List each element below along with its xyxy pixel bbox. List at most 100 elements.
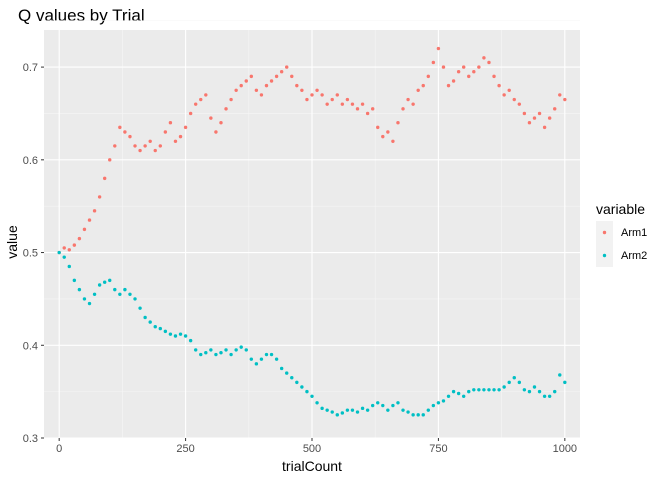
data-point-arm1: [153, 148, 157, 153]
data-point-arm1: [173, 139, 178, 143]
x-tick-label: 500: [303, 443, 321, 455]
data-point-arm2: [517, 380, 522, 385]
data-point-arm1: [97, 195, 102, 199]
data-point-arm2: [461, 394, 466, 398]
data-point-arm1: [370, 107, 375, 111]
data-point-arm2: [507, 380, 511, 385]
data-point-arm2: [153, 325, 157, 329]
data-point-arm2: [446, 394, 451, 398]
data-point-arm2: [204, 350, 208, 355]
legend-marker-arm2: [602, 253, 607, 258]
data-point-arm2: [553, 389, 557, 394]
data-point-arm1: [396, 121, 400, 125]
legend-label-arm2: Arm2: [621, 250, 647, 262]
data-point-arm1: [487, 60, 491, 65]
data-point-arm2: [360, 406, 365, 411]
data-point-arm1: [295, 83, 299, 88]
data-point-arm1: [558, 93, 562, 97]
data-point-arm1: [87, 218, 92, 222]
data-point-arm2: [340, 411, 345, 415]
data-point-arm2: [467, 389, 471, 394]
data-point-arm2: [441, 399, 446, 403]
data-point-arm2: [416, 413, 420, 417]
data-point-arm2: [138, 306, 142, 310]
data-point-arm1: [193, 102, 198, 106]
data-point-arm1: [67, 248, 71, 252]
data-point-arm2: [350, 408, 355, 412]
data-point-arm2: [279, 366, 284, 371]
x-tick-label: 250: [176, 443, 194, 455]
y-axis-title: value: [4, 225, 20, 259]
data-point-arm1: [279, 70, 284, 74]
data-point-arm1: [517, 102, 522, 106]
data-point-arm2: [315, 401, 319, 405]
data-point-arm2: [355, 410, 360, 414]
data-point-arm2: [113, 287, 117, 292]
data-point-arm1: [234, 88, 238, 92]
data-point-arm2: [335, 413, 339, 417]
data-point-arm2: [269, 352, 274, 357]
x-tick-label: 750: [429, 443, 447, 455]
data-point-arm1: [416, 88, 420, 92]
data-point-arm1: [178, 134, 183, 139]
data-point-arm2: [249, 357, 254, 361]
data-point-arm2: [173, 334, 178, 338]
data-point-arm2: [168, 332, 173, 336]
data-point-arm1: [426, 74, 431, 79]
chart-title: Q values by Trial: [18, 6, 145, 25]
data-point-arm1: [102, 176, 107, 181]
data-point-arm2: [497, 388, 501, 392]
data-point-arm2: [472, 388, 476, 392]
data-point-arm2: [290, 376, 294, 380]
data-point-arm1: [188, 111, 193, 116]
data-point-arm2: [234, 348, 238, 352]
data-point-arm1: [92, 209, 97, 213]
data-point-arm2: [411, 413, 415, 417]
data-point-arm2: [426, 408, 431, 412]
data-point-arm1: [163, 130, 168, 134]
data-point-arm2: [229, 352, 233, 357]
data-point-arm1: [340, 102, 345, 106]
data-point-arm1: [477, 65, 481, 69]
data-point-arm2: [118, 292, 122, 296]
data-point-arm2: [305, 389, 309, 394]
data-point-arm2: [391, 403, 395, 408]
data-point-arm2: [401, 408, 405, 412]
data-point-arm2: [436, 401, 441, 405]
data-point-arm1: [330, 97, 334, 102]
legend-marker-arm1: [602, 230, 607, 235]
data-point-arm1: [507, 88, 511, 92]
data-point-arm1: [553, 107, 557, 111]
data-point-arm1: [72, 243, 77, 247]
data-point-arm1: [446, 83, 451, 88]
data-point-arm1: [451, 79, 456, 83]
data-point-arm1: [456, 70, 461, 74]
data-point-arm2: [188, 338, 193, 343]
y-tick-label: 0.6: [23, 155, 38, 167]
data-point-arm2: [82, 297, 87, 301]
data-point-arm1: [522, 111, 527, 116]
data-point-arm2: [532, 385, 537, 389]
data-point-arm2: [563, 380, 567, 385]
data-point-arm2: [492, 388, 496, 392]
data-point-arm2: [330, 410, 334, 414]
data-point-arm1: [406, 97, 410, 102]
data-point-arm1: [391, 139, 395, 143]
data-point-arm2: [183, 334, 188, 338]
data-point-arm2: [178, 332, 183, 336]
data-point-arm2: [512, 376, 516, 380]
data-point-arm1: [482, 56, 486, 60]
data-point-arm1: [148, 139, 152, 143]
data-point-arm1: [123, 130, 127, 134]
data-point-arm2: [522, 388, 527, 392]
data-point-arm1: [158, 144, 163, 148]
x-tick-label: 0: [56, 443, 62, 455]
data-point-arm1: [441, 65, 446, 69]
data-point-arm1: [335, 93, 339, 97]
data-point-arm2: [264, 352, 269, 357]
data-point-arm2: [370, 403, 375, 408]
data-point-arm2: [57, 250, 61, 255]
data-point-arm2: [133, 297, 137, 301]
data-point-arm2: [527, 389, 532, 394]
data-point-arm1: [143, 144, 147, 148]
